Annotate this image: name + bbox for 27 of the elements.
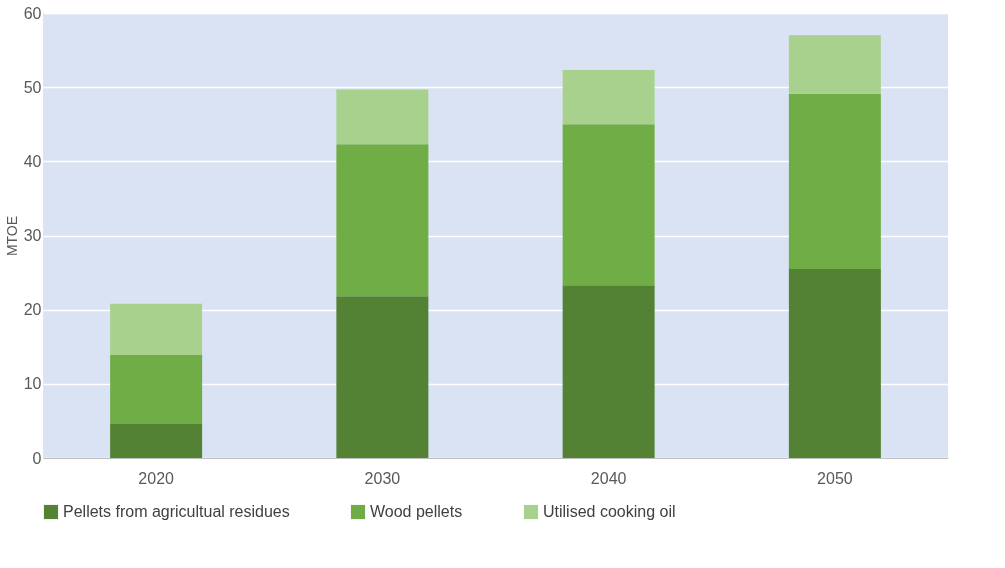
bar [336, 144, 429, 297]
bar [562, 285, 655, 458]
legend-label: Utilised cooking oil [543, 503, 676, 520]
y-tick-label: 30 [23, 227, 42, 244]
x-tick-label: 2020 [138, 469, 175, 487]
y-axis-title: MTOE [3, 215, 20, 257]
legend-label: Pellets from agricultual residues [63, 503, 290, 520]
y-tick-label: 50 [23, 78, 42, 96]
bar [788, 93, 881, 269]
y-tick-label: 20 [23, 301, 42, 319]
y-tick-label: 60 [23, 4, 42, 22]
x-tick-label: 2030 [364, 469, 401, 487]
bar [110, 303, 203, 355]
bar [336, 89, 429, 145]
bar [110, 423, 203, 458]
y-tick-label: 40 [23, 152, 42, 170]
x-tick-label: 2050 [817, 469, 853, 487]
bar [562, 124, 655, 286]
bar [336, 296, 429, 458]
bar [788, 35, 881, 94]
y-tick-label: 10 [23, 375, 42, 393]
bar [788, 268, 881, 458]
x-tick-label: 2040 [590, 469, 627, 487]
bar [562, 70, 655, 125]
y-tick-label: 0 [32, 449, 42, 467]
legend-label: Wood pellets [370, 503, 463, 520]
bar [110, 354, 203, 424]
